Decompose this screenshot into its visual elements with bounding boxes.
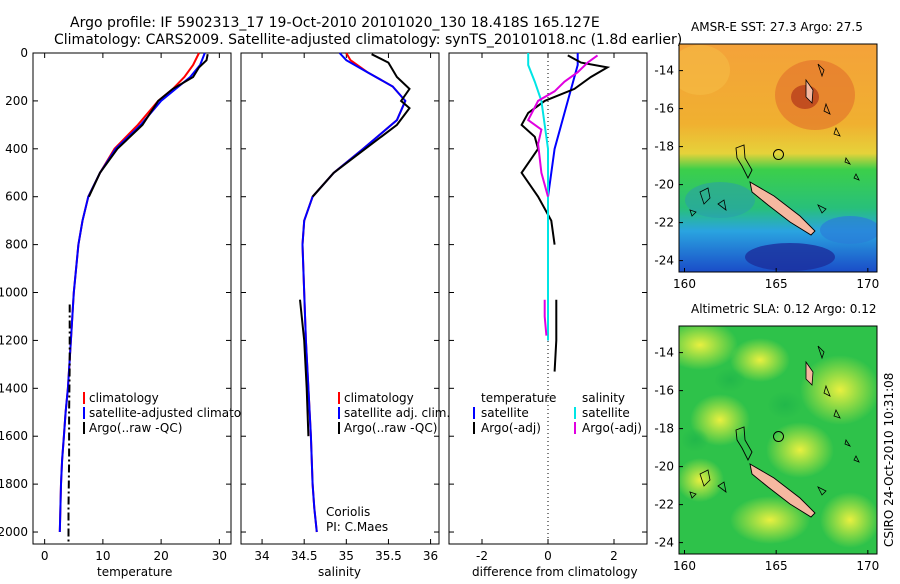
sla-map-frame [678,325,878,555]
y-tick-label: 800 [5,238,28,252]
sla-map-title: Altimetric SLA: 0.12 Argo: 0.12 [691,302,876,316]
map-x-tick-label: 160 [673,277,696,291]
legend-label-sal-argo: Argo(-adj) [582,421,642,435]
map-y-tick-label: -22 [654,216,674,230]
series-salinity-satellite [527,53,549,341]
difference-legend: temperature satellite Argo(-adj) salinit… [473,391,642,435]
x-tick-label: -2 [476,549,488,563]
legend-label-temp-argo: Argo(-adj) [481,421,541,435]
salinity-panel: 34 34.5 35 35.5 36 salinity climatology sate… [240,52,450,579]
map-y-tick-label: -14 [654,64,674,78]
series-satellite-adj-clim [301,52,407,533]
y-tick-label: 600 [5,190,28,204]
x-tick-label: 34.5 [291,549,318,563]
sla-map-panel: Altimetric SLA: 0.12 Argo: 0.12 160 165 17… [654,302,879,573]
y-tick-label: 1200 [0,333,28,347]
map-y-tick-label: -18 [654,140,674,154]
argo-position-marker [772,149,784,161]
series-argo-raw-qc [311,53,411,198]
series-satellite-adjusted-climatology [58,52,206,533]
y-tick-label: 1600 [0,429,28,443]
legend-label-argo: Argo(..raw -QC) [344,421,437,435]
map-y-tick-label: -24 [654,536,674,550]
argo-position-marker [772,431,784,443]
legend-label-climatology: climatology [344,391,414,405]
x-tick-label: 10 [95,549,110,563]
island-new-caledonia [749,463,816,518]
map-y-tick-label: -16 [654,102,674,116]
x-tick-label: 0 [41,549,49,563]
x-tick-label: 34 [254,549,269,563]
y-tick-label: 0 [20,46,28,60]
temperature-legend: climatology satellite-adjusted climatolo… [83,391,267,435]
map-y-tick-label: -20 [654,178,674,192]
map-x-tick-label: 160 [673,559,696,573]
salinity-xlabel: salinity [318,565,361,579]
series-argo-raw-qc [87,54,209,198]
series-salinity-argo-adj [526,54,599,197]
x-tick-label: 20 [153,549,168,563]
sst-map-field [679,44,877,272]
legend-label-temp-satellite: satellite [481,406,529,420]
legend-title-salinity: salinity [582,391,625,405]
map-y-tick-label: -18 [654,422,674,436]
sla-map-field [679,326,877,554]
y-tick-label: 1800 [0,477,28,491]
legend-label-satellite-adjusted: satellite-adjusted climatology [89,406,267,420]
legend-label-argo: Argo(..raw -QC) [89,421,182,435]
series-temperature-argo-adj [520,54,611,245]
series-argo-deep [299,299,310,437]
map-x-tick-label: 170 [856,277,879,291]
map-x-tick-label: 165 [765,559,788,573]
series-temperature-argo-deep [553,299,558,372]
map-y-tick-label: -14 [654,346,674,360]
legend-label-climatology: climatology [89,391,159,405]
y-tick-label: 400 [5,142,28,156]
island-vanuatu [805,78,814,104]
temperature-panel: 0 10 20 30 0 200 400 600 800 1000 1200 1400 1600 1800… [0,46,267,579]
y-tick-label: 1000 [0,286,28,300]
island-new-caledonia [749,181,816,236]
sst-map-frame [678,43,878,273]
y-tick-label: 2000 [0,525,28,539]
sst-map-panel: AMSR-E SST: 27.3 Argo: 27.5 160 165 170 -14… [654,20,879,291]
x-tick-label: 36 [423,549,438,563]
difference-panel: -2 0 2 difference from climatology tempera… [448,52,648,579]
y-tick-label: 200 [5,94,28,108]
data-center-label: Coriolis [326,505,370,519]
map-y-tick-label: -16 [654,384,674,398]
x-tick-label: 35 [339,549,354,563]
legend-label-sal-satellite: satellite [582,406,630,420]
series-argo-deep [67,304,71,542]
island-vanuatu [805,360,814,386]
map-y-tick-label: -22 [654,498,674,512]
salinity-legend: climatology satellite adj. clim. Argo(..… [338,391,450,435]
map-x-tick-label: 165 [765,277,788,291]
map-y-tick-label: -24 [654,254,674,268]
map-y-tick-label: -20 [654,460,674,474]
series-salinity-argo-deep [543,299,548,336]
legend-title-temperature: temperature [481,391,556,405]
x-tick-label: 0 [544,549,552,563]
y-tick-label: 1400 [0,381,28,395]
x-tick-label: 30 [212,549,227,563]
x-tick-label: 35.5 [375,549,402,563]
legend-label-satellite-adj: satellite adj. clim. [344,406,450,420]
map-x-tick-label: 170 [856,559,879,573]
pi-label: PI: C.Maes [326,520,388,534]
sst-map-title: AMSR-E SST: 27.3 Argo: 27.5 [691,20,863,34]
difference-xlabel: difference from climatology [472,565,638,579]
x-tick-label: 2 [610,549,618,563]
temperature-axes [32,52,232,545]
header-line-1: Argo profile: IF 5902313_17 19-Oct-2010 … [70,15,600,31]
salinity-axes [240,52,440,545]
header-line-2: Climatology: CARS2009. Satellite-adjuste… [54,32,682,48]
creation-stamp: CSIRO 24-Oct-2010 10:31:08 [882,373,896,547]
temperature-xlabel: temperature [97,565,172,579]
